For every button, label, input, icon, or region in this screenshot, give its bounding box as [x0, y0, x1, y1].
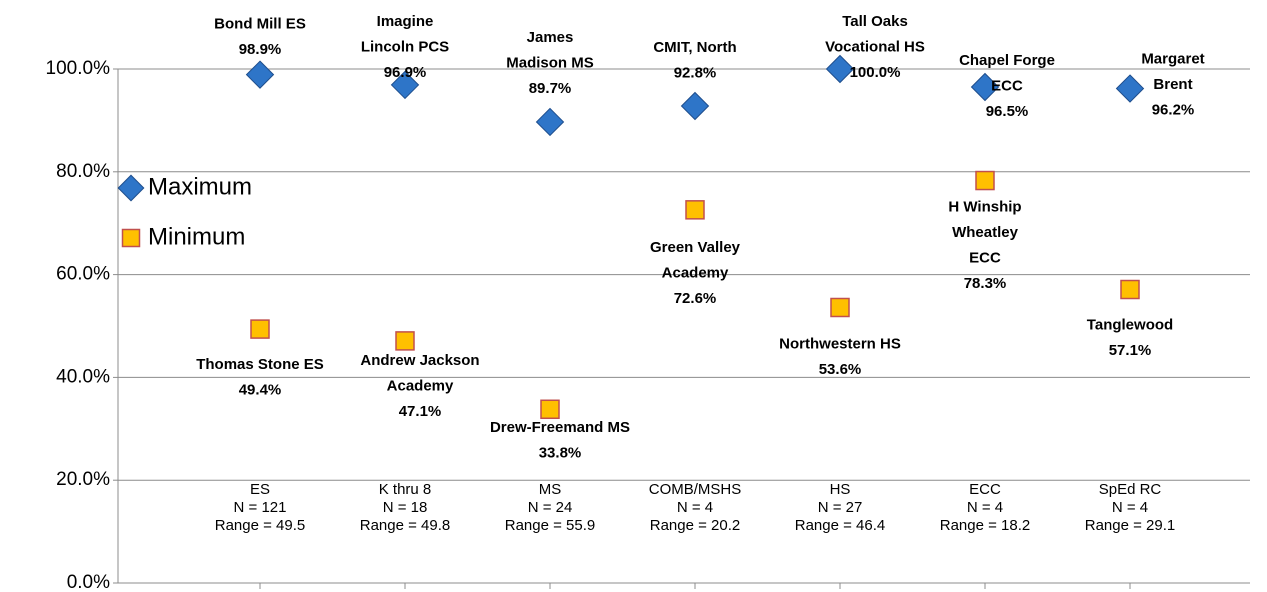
y-tick-label: 0.0% [67, 572, 110, 592]
value-label: 89.7% [529, 80, 572, 97]
y-tick-label: 60.0% [56, 264, 110, 285]
point-label: ECC [991, 77, 1023, 94]
point-label: James [527, 29, 574, 46]
category-label: Range = 18.2 [940, 517, 1031, 534]
category-label: ECC [969, 481, 1001, 498]
value-label: 53.6% [819, 361, 862, 378]
point-label: Brent [1153, 76, 1192, 93]
value-label: 72.6% [674, 290, 717, 307]
point-label: Thomas Stone ES [196, 356, 324, 373]
point-label: Tanglewood [1087, 316, 1173, 333]
category-label: SpEd RC [1099, 481, 1162, 498]
point-label: Academy [662, 264, 729, 281]
category-label: Range = 49.8 [360, 517, 451, 534]
point-label: CMIT, North [653, 39, 736, 56]
point-label: Andrew Jackson [360, 352, 479, 369]
value-label: 47.1% [399, 403, 442, 420]
point-label: Drew-Freemand MS [490, 419, 630, 436]
square-marker [250, 319, 270, 339]
category-label: ES [250, 481, 270, 498]
category-label: Range = 49.5 [215, 517, 306, 534]
value-label: 78.3% [964, 275, 1007, 292]
category-label: MS [539, 481, 562, 498]
point-label: ECC [969, 250, 1001, 267]
value-label: 33.8% [539, 445, 582, 462]
y-tick-label: 20.0% [56, 469, 110, 490]
point-label: Vocational HS [825, 38, 925, 55]
category-label: N = 4 [677, 499, 713, 516]
diamond-marker [1115, 74, 1145, 103]
category-label: N = 4 [1112, 499, 1148, 516]
square-marker [975, 170, 995, 191]
category-label: COMB/MSHS [649, 481, 742, 498]
y-tick-label: 80.0% [56, 161, 110, 182]
category-label: N = 18 [383, 499, 428, 516]
value-label: 92.8% [674, 64, 717, 81]
point-label: Green Valley [650, 239, 741, 256]
category-label: N = 4 [967, 499, 1003, 516]
square-marker [395, 331, 415, 351]
value-label: 96.9% [384, 64, 427, 81]
diamond-marker [245, 60, 275, 89]
diamond-marker [390, 70, 420, 100]
point-label: Northwestern HS [779, 335, 901, 352]
point-label: Tall Oaks [842, 13, 908, 30]
value-label: 96.2% [1152, 102, 1195, 119]
value-label: 100.0% [850, 64, 901, 81]
diamond-marker [680, 91, 710, 121]
category-label: N = 24 [528, 499, 573, 516]
point-label: Chapel Forge [959, 52, 1055, 69]
value-label: 57.1% [1109, 342, 1152, 359]
square-marker [685, 200, 705, 220]
category-label: Range = 29.1 [1085, 517, 1176, 534]
square-marker [1120, 279, 1140, 300]
square-marker [830, 297, 850, 318]
category-label: K thru 8 [379, 481, 432, 498]
y-tick-label: 100.0% [46, 58, 111, 79]
category-label: Range = 20.2 [650, 517, 741, 534]
point-label: Academy [387, 377, 454, 394]
point-label: H Winship [948, 199, 1021, 216]
point-label: Wheatley [952, 224, 1019, 241]
point-label: Lincoln PCS [361, 38, 449, 55]
legend-label: Maximum [148, 173, 252, 200]
point-label: Bond Mill ES [214, 16, 306, 33]
diamond-marker [825, 54, 855, 84]
value-label: 98.9% [239, 41, 282, 58]
diamond-marker [970, 72, 1000, 102]
point-label: Imagine [377, 13, 434, 30]
diamond-marker [535, 107, 565, 137]
value-label: 49.4% [239, 382, 282, 399]
category-label: N = 121 [234, 499, 287, 516]
category-label: Range = 46.4 [795, 517, 886, 534]
square-marker [540, 399, 560, 420]
diamond-marker [117, 174, 145, 202]
point-label: Margaret [1141, 51, 1204, 68]
category-label: Range = 55.9 [505, 517, 596, 534]
point-label: Madison MS [506, 54, 594, 71]
category-label: N = 27 [818, 499, 863, 516]
value-label: 96.5% [986, 103, 1029, 120]
y-tick-label: 40.0% [56, 366, 110, 387]
legend-label: Minimum [148, 223, 245, 250]
square-marker [121, 228, 141, 248]
category-label: HS [830, 481, 851, 498]
